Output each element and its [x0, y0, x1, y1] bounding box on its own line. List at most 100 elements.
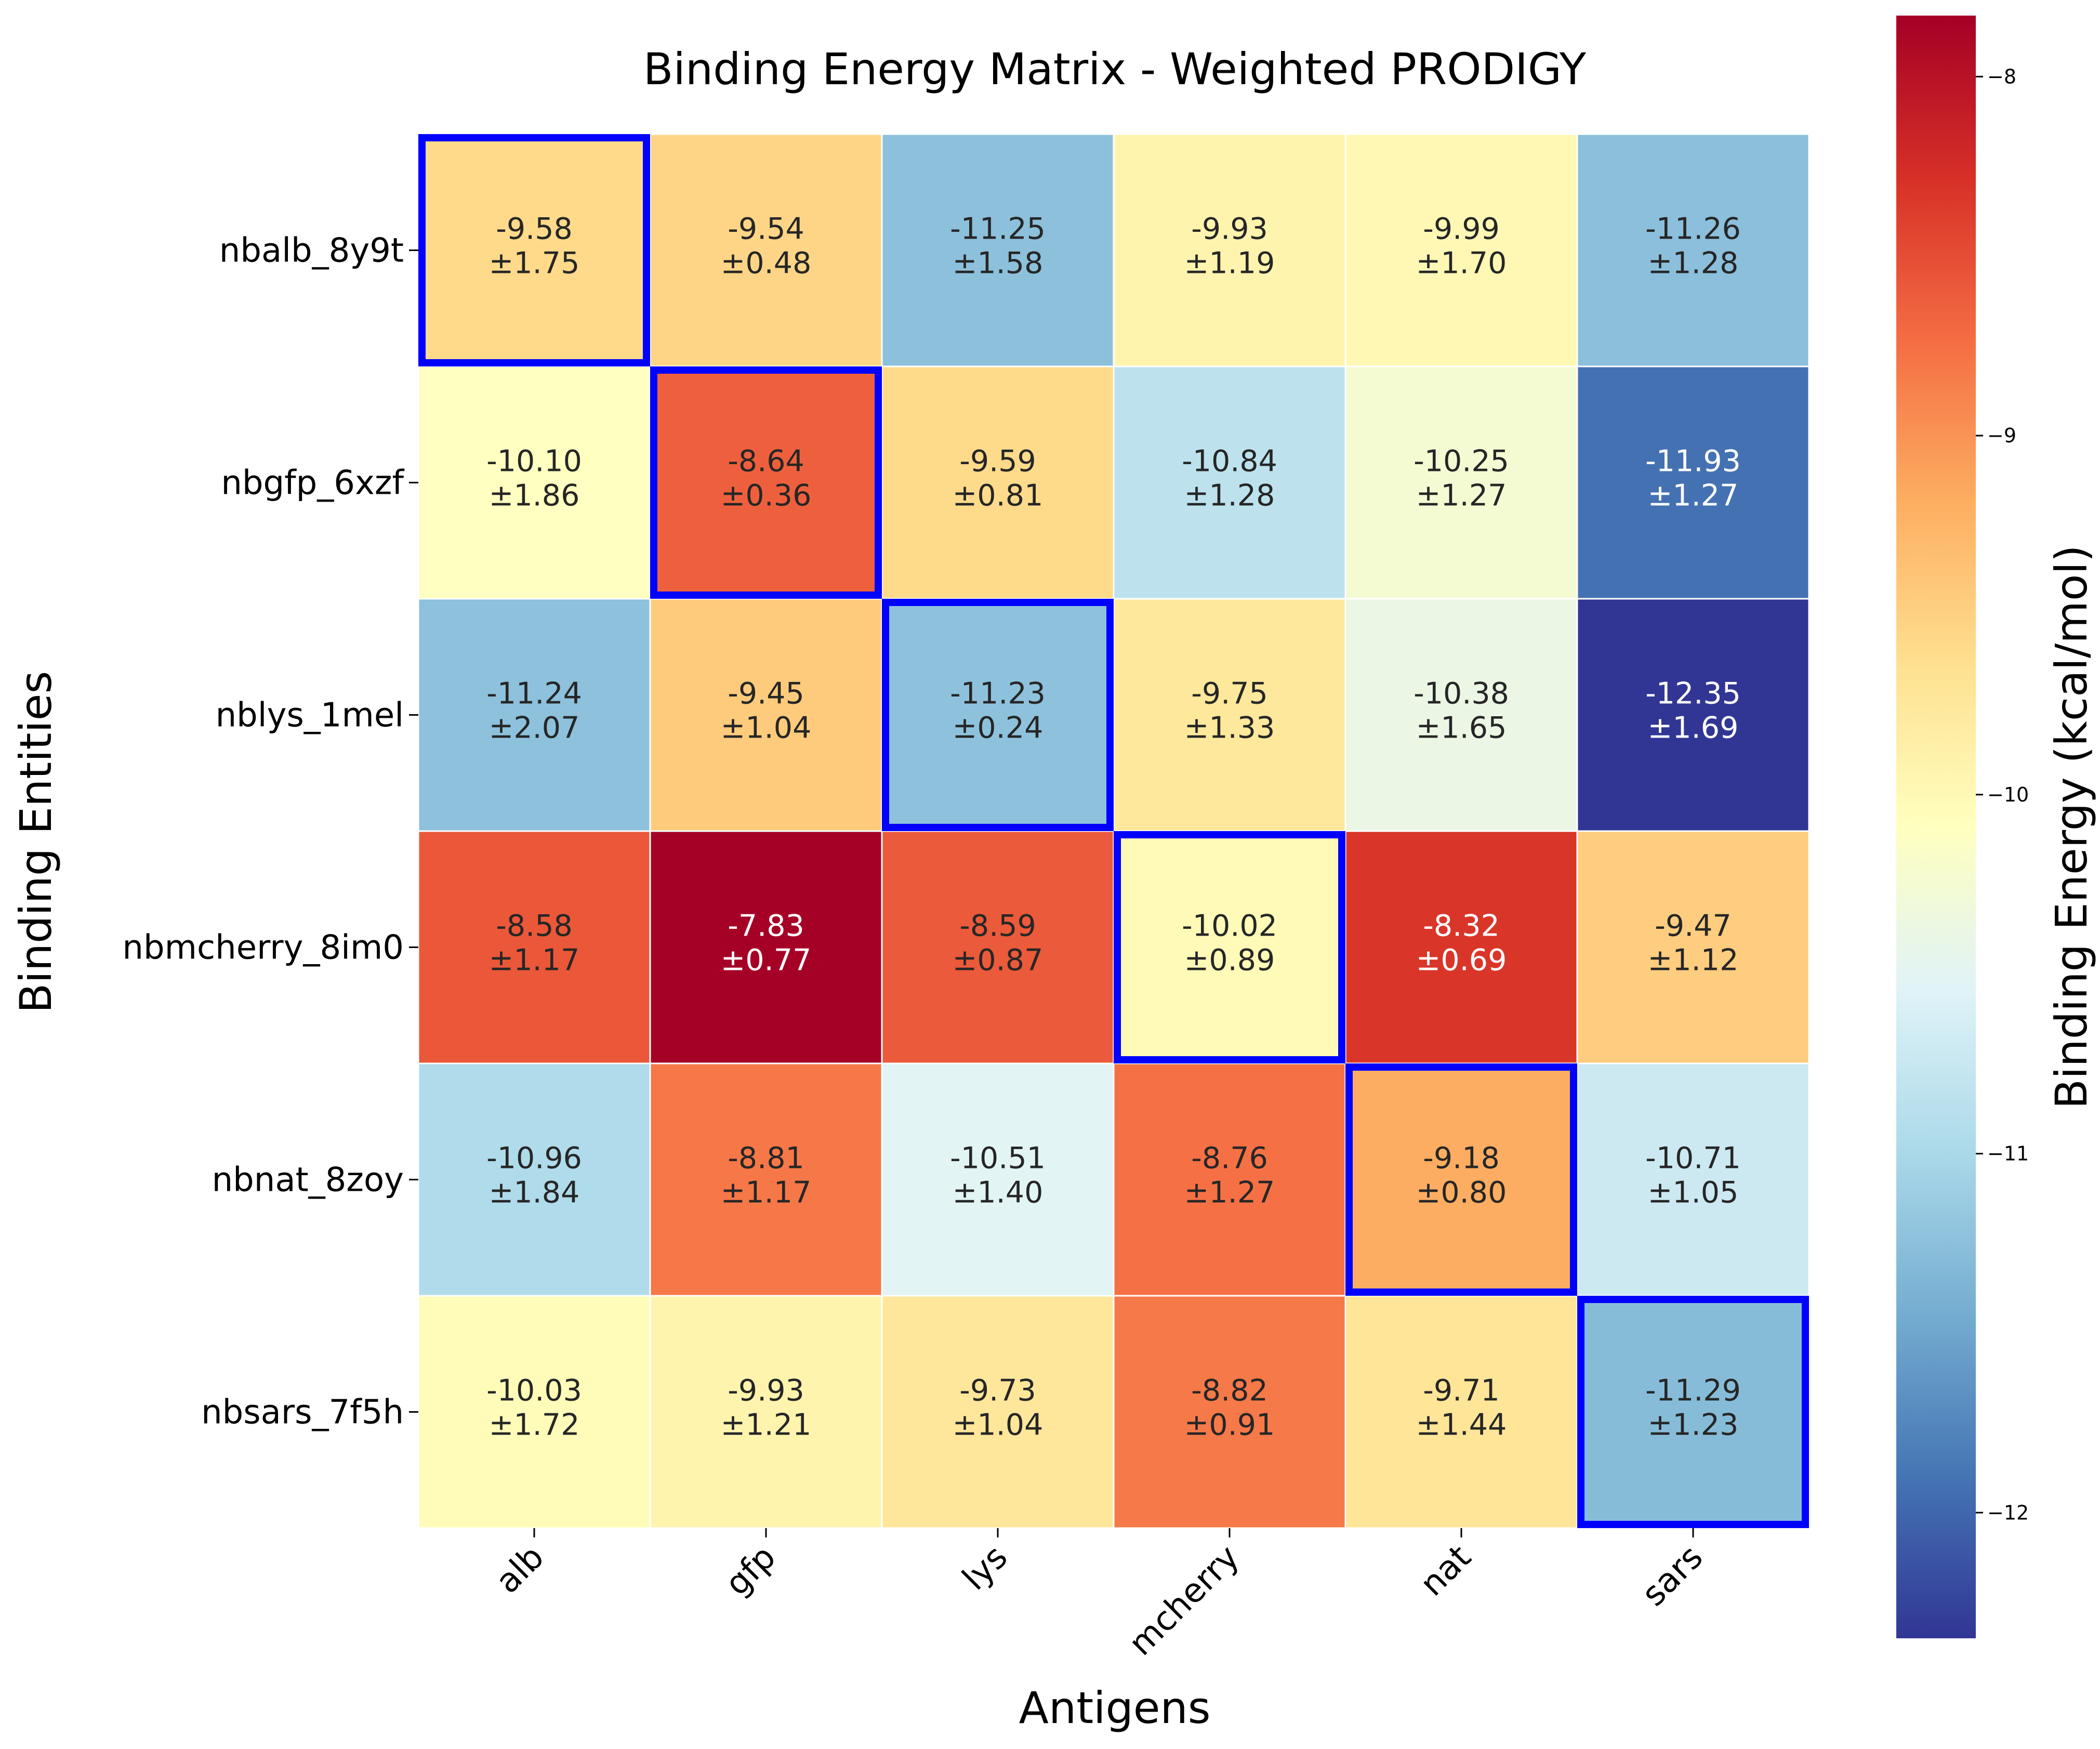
- cell-error-label: ±0.48: [721, 246, 812, 281]
- cell-mean-label: -8.81: [728, 1141, 804, 1176]
- heatmap-cell: [649, 365, 883, 600]
- cell-error-label: ±1.65: [1416, 711, 1507, 745]
- heatmap-cell: [881, 830, 1115, 1064]
- heatmap-cell: [881, 1062, 1115, 1297]
- cell-error-label: ±1.84: [489, 1176, 580, 1210]
- cell-mean-label: -10.38: [1414, 677, 1509, 711]
- heatmap-cell: [1113, 365, 1346, 600]
- y-tick-label: nbmcherry_8im0: [122, 929, 404, 967]
- heatmap-cell: [417, 598, 651, 832]
- cell-mean-label: -9.93: [728, 1374, 804, 1408]
- colorbar: [1896, 16, 1976, 1638]
- cell-mean-label: -9.99: [1423, 212, 1499, 246]
- x-axis-label: Antigens: [1019, 1682, 1211, 1733]
- colorbar-tick-label: −9: [1987, 424, 2016, 447]
- cell-error-label: ±1.58: [953, 246, 1044, 281]
- cell-error-label: ±1.04: [721, 711, 812, 745]
- heatmap-cells: [417, 133, 1810, 1529]
- cell-mean-label: -10.84: [1182, 444, 1277, 479]
- x-tick-label: lys: [955, 1538, 1015, 1598]
- cell-mean-label: -11.24: [486, 677, 582, 711]
- y-axis-label: Binding Entities: [10, 671, 61, 1013]
- cell-mean-label: -10.51: [950, 1141, 1046, 1176]
- cell-mean-label: -9.45: [728, 677, 804, 711]
- diagonal-highlight-box: [1114, 831, 1345, 1063]
- cell-mean-label: -8.32: [1423, 909, 1499, 943]
- cell-mean-label: -9.73: [959, 1374, 1036, 1408]
- cell-mean-label: -9.58: [496, 212, 572, 246]
- cell-mean-label: -9.71: [1423, 1374, 1499, 1408]
- cell-mean-label: -10.03: [486, 1374, 582, 1408]
- heatmap-cell: [417, 133, 651, 367]
- cell-mean-label: -9.93: [1191, 212, 1267, 246]
- heatmap-cell: [881, 598, 1115, 832]
- colorbar-tick-label: −12: [1987, 1501, 2029, 1524]
- x-tick-label: alb: [488, 1538, 551, 1601]
- cell-mean-label: -9.18: [1423, 1141, 1499, 1176]
- cell-mean-label: -11.23: [950, 677, 1046, 711]
- y-tick-label: nbgfp_6xzf: [221, 464, 404, 503]
- diagonal-highlight-box: [650, 366, 882, 599]
- cell-mean-label: -8.59: [959, 909, 1036, 943]
- heatmap-cell: [1344, 133, 1578, 367]
- heatmap-cell: [1576, 133, 1810, 367]
- diagonal-highlights: [418, 134, 1809, 1528]
- x-axis-ticks: alb gfp lys mcherry nat sars: [488, 1528, 1710, 1663]
- cell-mean-label: -11.26: [1645, 212, 1741, 246]
- heatmap-cell: [649, 830, 883, 1064]
- y-tick-label: nbsars_7f5h: [201, 1393, 404, 1432]
- cell-error-label: ±0.80: [1416, 1176, 1507, 1210]
- heatmap-cell: [417, 365, 651, 600]
- cell-error-label: ±1.40: [953, 1176, 1044, 1210]
- cell-error-label: ±0.77: [721, 943, 812, 978]
- cell-mean-label: -7.83: [728, 909, 804, 943]
- cell-error-label: ±1.12: [1648, 943, 1739, 978]
- heatmap-cell: [1344, 598, 1578, 832]
- cell-error-label: ±1.72: [489, 1408, 580, 1442]
- cell-error-label: ±0.91: [1184, 1408, 1275, 1442]
- heatmap-cell: [1344, 830, 1578, 1064]
- cell-mean-label: -10.10: [486, 444, 582, 479]
- heatmap-cell: [881, 133, 1115, 367]
- cell-mean-label: -8.64: [728, 444, 804, 479]
- y-tick-label: nbalb_8y9t: [219, 232, 404, 270]
- cell-error-label: ±1.04: [953, 1408, 1044, 1442]
- heatmap-cell: [417, 1295, 651, 1529]
- cell-mean-label: -9.47: [1655, 909, 1731, 943]
- cell-error-label: ±0.87: [953, 943, 1044, 978]
- cell-mean-label: -9.75: [1191, 677, 1267, 711]
- cell-mean-label: -10.02: [1182, 909, 1277, 943]
- cell-error-label: ±1.27: [1416, 479, 1507, 513]
- cell-error-label: ±1.27: [1648, 479, 1739, 513]
- cell-error-label: ±0.81: [953, 479, 1044, 513]
- colorbar-ticks: −8 −9 −10 −11 −12: [1976, 65, 2029, 1524]
- cell-error-label: ±1.44: [1416, 1408, 1507, 1442]
- cell-mean-label: -10.71: [1645, 1141, 1741, 1176]
- cell-error-label: ±1.19: [1184, 246, 1275, 281]
- heatmap-cell: [1576, 1062, 1810, 1297]
- x-tick-label: mcherry: [1121, 1538, 1247, 1663]
- diagonal-highlight-box: [418, 134, 650, 366]
- cell-error-label: ±0.69: [1416, 943, 1507, 978]
- cell-error-label: ±1.86: [489, 479, 580, 513]
- y-tick-label: nbnat_8zoy: [212, 1161, 404, 1200]
- cell-error-label: ±1.17: [721, 1176, 812, 1210]
- y-tick-label: nblys_1mel: [216, 696, 404, 735]
- cell-error-label: ±1.69: [1648, 711, 1739, 745]
- heatmap-cell: [1576, 365, 1810, 600]
- cell-error-label: ±1.27: [1184, 1176, 1275, 1210]
- heatmap-cell: [1344, 1295, 1578, 1529]
- cell-mean-label: -12.35: [1645, 677, 1741, 711]
- cell-error-label: ±1.21: [721, 1408, 812, 1442]
- heatmap-cell: [1113, 133, 1346, 367]
- cell-error-label: ±1.28: [1184, 479, 1275, 513]
- diagonal-highlight-box: [1345, 1063, 1577, 1296]
- cell-error-label: ±1.70: [1416, 246, 1507, 281]
- heatmap-cell: [1113, 1295, 1346, 1529]
- colorbar-label: Binding Energy (kcal/mol): [2046, 545, 2097, 1109]
- cell-error-label: ±2.07: [489, 711, 580, 745]
- cell-mean-label: -10.96: [486, 1141, 582, 1176]
- heatmap-cell: [1344, 1062, 1578, 1297]
- cell-error-label: ±1.05: [1648, 1176, 1739, 1210]
- x-tick-label: nat: [1413, 1538, 1478, 1603]
